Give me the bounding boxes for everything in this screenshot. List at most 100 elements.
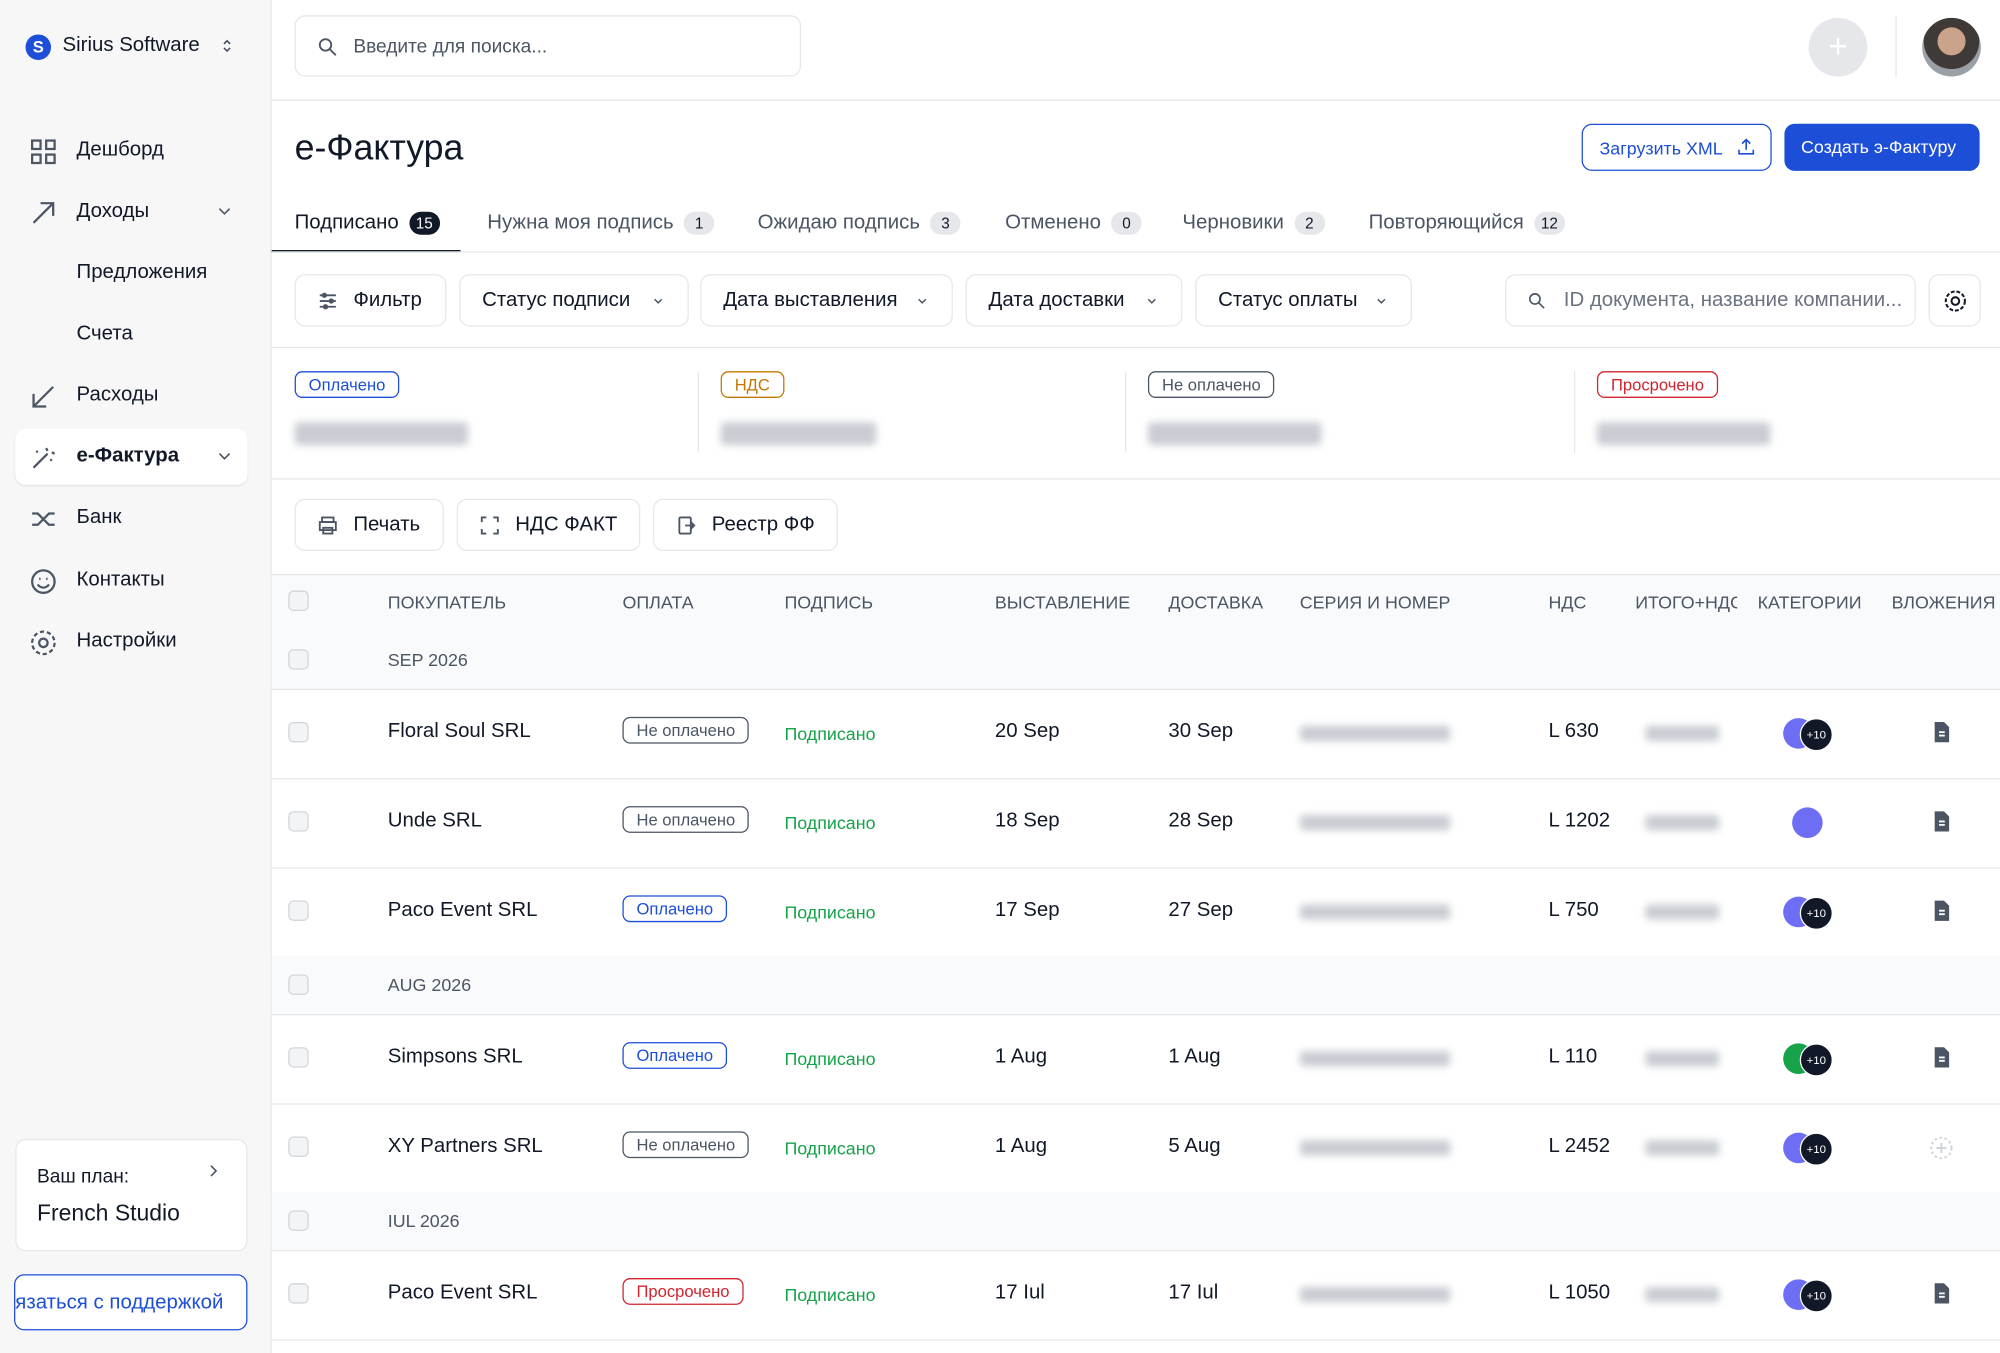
tab-count: 15 [408, 211, 440, 235]
filter-button[interactable]: Фильтр [294, 274, 447, 327]
search-input[interactable]: Введите для поиска... [294, 15, 802, 77]
upload-icon [1736, 136, 1756, 156]
nav-item[interactable]: Предложения [76, 261, 208, 284]
summary-badge: Не оплачено [1147, 371, 1275, 398]
signature-status: Подписано [784, 1284, 876, 1305]
delivery-date: 27 Sep [1168, 899, 1234, 921]
category-more: +10 [1799, 1043, 1833, 1077]
checkbox[interactable] [288, 1047, 309, 1068]
nav-icon [29, 383, 57, 411]
tab[interactable]: Черновики 2 [1182, 211, 1325, 235]
filter-button[interactable]: Дата доставки [965, 274, 1183, 327]
nav-item[interactable]: Контакты [76, 568, 165, 591]
nds: L 1050 [1548, 1281, 1611, 1304]
checkbox[interactable] [288, 811, 309, 832]
nav-icon [29, 629, 57, 657]
topbar [271, 0, 2000, 101]
attachment-icon [1930, 721, 1953, 744]
delivery-date: 28 Sep [1168, 809, 1234, 832]
buyer: Paco Event SRL [387, 899, 538, 921]
attachment-icon [1930, 1046, 1953, 1069]
payment-badge: Просрочено [622, 1278, 744, 1305]
payment-badge: Не оплачено [622, 716, 750, 744]
nav-item[interactable]: Дешборд [76, 139, 164, 161]
company-switch [217, 36, 237, 56]
nav-item[interactable]: Доходы [76, 200, 150, 222]
delivery-date: 30 Sep [1168, 720, 1234, 743]
tab[interactable]: Повторяющийся 12 [1369, 211, 1565, 235]
avatar[interactable] [1922, 17, 1981, 77]
series-blurred [1299, 1140, 1451, 1156]
total-blurred [1645, 1286, 1720, 1303]
filter-button[interactable]: Дата выставления [700, 274, 953, 327]
plan-label: Ваш план: [36, 1165, 130, 1188]
nav-item[interactable]: Банк [76, 506, 122, 529]
nav-item[interactable]: Расходы [76, 383, 159, 406]
signature-status: Подписано [784, 723, 876, 744]
tab-label: Отменено [1005, 211, 1101, 234]
support-button[interactable]: язаться с поддержкой [14, 1274, 248, 1331]
signature-status: Подписано [784, 1137, 876, 1159]
upload-button[interactable]: Загрузить XML [1581, 123, 1772, 171]
nav-item[interactable]: е-Фактура [76, 445, 180, 467]
action-button[interactable]: НДС ФАКТ [456, 498, 641, 552]
tab-label: Подписано [294, 211, 399, 234]
nav-item[interactable]: Счета [76, 322, 133, 345]
issued-date: 20 Sep [994, 720, 1060, 743]
company-name[interactable]: Sirius Software [62, 34, 200, 57]
checkbox[interactable] [288, 1283, 309, 1304]
table-row[interactable] [271, 1014, 2000, 1105]
category-more: +10 [1799, 1279, 1833, 1313]
column-header: ИТОГО+НДС [1635, 591, 1738, 613]
summary-divider [1124, 371, 1127, 453]
settings-button[interactable] [1928, 274, 1981, 327]
page-title: е-Фактура [294, 127, 464, 168]
nds: L 110 [1548, 1045, 1598, 1068]
group-label: SEP 2026 [387, 649, 468, 670]
attachment-icon [1930, 1282, 1953, 1305]
summary-badge: Просрочено [1596, 371, 1718, 398]
table-row[interactable] [271, 778, 2000, 869]
filter-button[interactable]: Статус подписи [459, 274, 689, 327]
filter-label: Статус оплаты [1218, 289, 1358, 312]
action-label: Реестр ФФ [711, 514, 815, 536]
checkbox[interactable] [288, 974, 309, 995]
company-logo: S [25, 34, 52, 60]
action-button[interactable]: Реестр ФФ [653, 498, 839, 552]
tab-count: 3 [930, 211, 961, 235]
tab[interactable]: Нужна моя подпись 1 [487, 211, 715, 235]
nav-item[interactable]: Настройки [76, 630, 177, 652]
action-button[interactable]: Печать [294, 498, 444, 552]
checkbox[interactable] [288, 1136, 309, 1157]
column-header: ПОДПИСЬ [784, 591, 874, 613]
column-header: ВЛОЖЕНИЯ [1891, 591, 1996, 613]
nav-chevron [214, 446, 234, 466]
add-button[interactable]: + [1808, 17, 1868, 77]
search-placeholder: Введите для поиска... [353, 35, 548, 58]
checkbox[interactable] [288, 649, 309, 670]
doc-search[interactable]: ID документа, название компании... [1505, 274, 1916, 327]
total-blurred [1645, 904, 1720, 920]
table-row[interactable] [271, 689, 2000, 780]
summary-band [271, 346, 2000, 480]
delivery-date: 5 Aug [1168, 1135, 1221, 1157]
checkbox[interactable] [288, 1210, 309, 1231]
tab[interactable]: Отменено 0 [1005, 211, 1142, 235]
checkbox[interactable] [288, 590, 309, 611]
attachment-icon [1930, 899, 1953, 922]
group-row [271, 956, 2000, 1016]
tab-count: 1 [683, 211, 715, 235]
support-label: язаться с поддержкой [15, 1292, 224, 1314]
filter-button[interactable]: Статус оплаты [1195, 274, 1412, 327]
create-button[interactable]: Создать э-Фактуру [1784, 123, 1980, 171]
table-row[interactable] [271, 1250, 2000, 1341]
plan-card[interactable]: Ваш план: French Studio [15, 1139, 248, 1252]
nav-icon [29, 568, 57, 596]
nav-icon [29, 199, 57, 227]
tab[interactable]: Ожидаю подпись 3 [758, 211, 961, 235]
checkbox[interactable] [288, 721, 309, 743]
buyer: Paco Event SRL [387, 1281, 538, 1304]
checkbox[interactable] [288, 900, 309, 921]
tab[interactable]: Подписано 15 [294, 211, 440, 235]
summary-amount-blurred [1596, 422, 1771, 446]
